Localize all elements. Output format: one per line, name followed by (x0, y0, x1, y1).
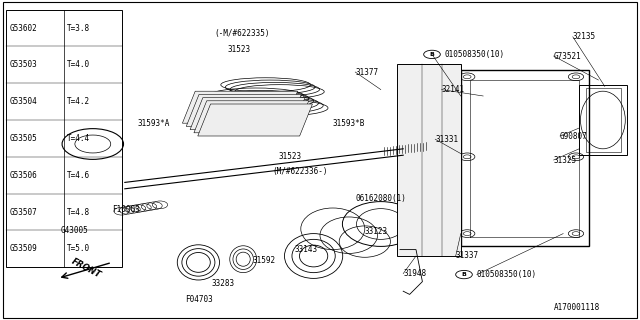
Text: 32141: 32141 (442, 85, 465, 94)
Text: 33283: 33283 (211, 279, 234, 288)
Text: G53602: G53602 (10, 23, 37, 33)
Text: T=3.8: T=3.8 (67, 23, 90, 33)
Text: (-M/#622335): (-M/#622335) (214, 29, 270, 38)
Text: 06162080(1): 06162080(1) (355, 194, 406, 203)
Polygon shape (397, 64, 461, 256)
Text: F04703: F04703 (186, 295, 213, 304)
Text: G43005: G43005 (61, 226, 88, 235)
Bar (586, 88, 621, 152)
Polygon shape (198, 104, 312, 136)
Text: 010508350(10): 010508350(10) (445, 50, 505, 59)
Text: 33143: 33143 (294, 245, 317, 254)
Polygon shape (182, 91, 298, 123)
Polygon shape (194, 101, 308, 133)
Text: T=4.8: T=4.8 (67, 207, 90, 217)
Text: B: B (461, 272, 467, 277)
Text: 31593*B: 31593*B (333, 119, 365, 128)
Text: 31523: 31523 (227, 45, 250, 54)
Text: G53509: G53509 (10, 244, 37, 253)
Text: G53504: G53504 (10, 97, 37, 106)
Text: 31331: 31331 (435, 135, 458, 144)
Text: G53506: G53506 (10, 171, 37, 180)
Text: T=4.6: T=4.6 (67, 171, 90, 180)
Text: 31377: 31377 (355, 68, 378, 76)
Text: 33123: 33123 (365, 228, 388, 236)
Bar (6, 10, 122, 267)
Bar (579, 85, 627, 155)
Text: (M/#622336-): (M/#622336-) (272, 167, 328, 176)
Text: G53503: G53503 (10, 60, 37, 69)
Text: 31523: 31523 (278, 152, 301, 161)
Text: 31337: 31337 (456, 252, 479, 260)
Text: T=4.2: T=4.2 (67, 97, 90, 106)
Text: T=5.0: T=5.0 (67, 244, 90, 253)
Text: 32135: 32135 (573, 32, 596, 41)
Text: 31593*A: 31593*A (138, 119, 170, 128)
Polygon shape (186, 94, 301, 126)
Text: A170001118: A170001118 (554, 303, 600, 312)
Text: T=4.0: T=4.0 (67, 60, 90, 69)
Text: G90807: G90807 (560, 132, 588, 140)
Text: G53505: G53505 (10, 134, 37, 143)
Text: FRONT: FRONT (70, 257, 102, 280)
Text: 31592: 31592 (253, 256, 276, 265)
Polygon shape (190, 98, 305, 130)
Text: B: B (429, 52, 435, 57)
Text: G73521: G73521 (554, 52, 581, 60)
Text: 010508350(10): 010508350(10) (477, 270, 537, 279)
Text: T=4.4: T=4.4 (67, 134, 90, 143)
Text: G53507: G53507 (10, 207, 37, 217)
Text: 31325: 31325 (554, 156, 577, 164)
Polygon shape (461, 70, 589, 246)
Text: F10003: F10003 (112, 205, 140, 214)
Text: 31948: 31948 (403, 269, 426, 278)
